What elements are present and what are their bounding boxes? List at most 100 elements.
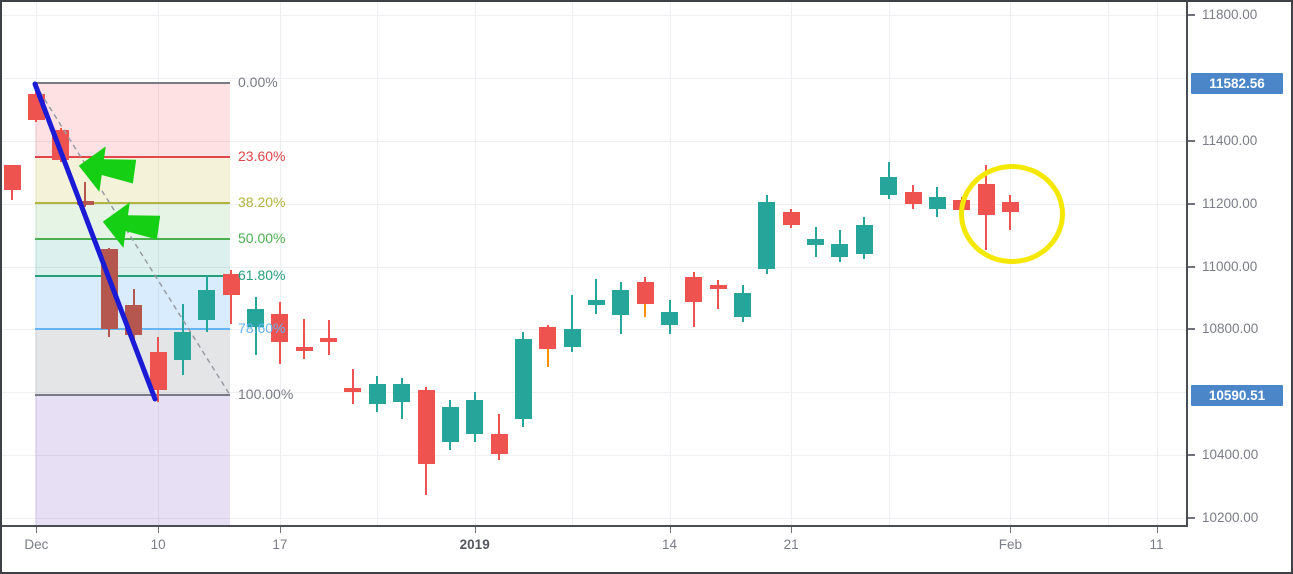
price-axis-tick	[1188, 517, 1195, 519]
candle-body	[880, 176, 898, 196]
candle-body	[685, 276, 703, 303]
price-axis-label: 11400.00	[1202, 132, 1258, 148]
time-axis-tick	[158, 527, 160, 533]
candle-body	[247, 308, 264, 328]
candle-body	[661, 312, 678, 325]
time-axis-tick	[1010, 527, 1012, 533]
time-axis-label: 2019	[459, 537, 490, 552]
gridline-h	[2, 15, 1186, 16]
candle-body	[587, 300, 605, 306]
price-axis-tick	[1188, 139, 1195, 142]
time-axis-tick	[791, 527, 793, 533]
chart-plot-area[interactable]: 0.00% 23.60% 38.20% 50.00% 61.80% 78.60% 100.0…	[2, 2, 1188, 527]
fib-level-label: 38.20%	[238, 193, 286, 210]
time-axis-tick	[1156, 527, 1158, 533]
gridline-v	[572, 2, 574, 525]
candle-body	[734, 292, 751, 318]
candle-body	[344, 388, 362, 392]
fib-extension-band[interactable]	[35, 395, 230, 525]
candle-body	[709, 285, 727, 290]
candle-wick	[546, 349, 549, 368]
time-axis[interactable]: Dec 10 17 2019 14 21 Feb 11	[2, 527, 1188, 572]
candle-body	[320, 338, 338, 342]
candle-wick	[595, 279, 598, 314]
fib-retracement-band[interactable]	[35, 156, 230, 203]
candle-body	[3, 165, 21, 191]
gridline-h	[2, 77, 1186, 79]
highlight-circle[interactable]	[959, 164, 1065, 264]
candle-wick	[546, 325, 549, 328]
candle-body	[271, 314, 289, 342]
price-axis-tick	[1188, 454, 1195, 457]
fib-level-label: 100.00%	[238, 386, 294, 403]
fib-level-label: 78.60%	[238, 319, 286, 336]
candle-body	[563, 329, 581, 347]
candle-wick	[230, 270, 233, 325]
time-axis-label: 11	[1149, 537, 1164, 552]
candle-wick	[644, 303, 647, 318]
price-axis-label: 10400.00	[1202, 447, 1259, 463]
price-axis-label: 10800.00	[1202, 321, 1259, 337]
candle-wick	[717, 280, 720, 310]
gridline-v	[1107, 2, 1109, 525]
candle-wick	[351, 369, 354, 405]
time-axis-label: 10	[150, 537, 166, 552]
candle-body	[52, 130, 70, 160]
price-level-badge: 10590.51	[1191, 384, 1283, 406]
fib-level-line[interactable]	[35, 394, 230, 397]
gridline-h	[2, 392, 1186, 394]
price-axis-label: 11000.00	[1202, 258, 1258, 274]
price-axis-tick	[1188, 265, 1195, 268]
time-axis-label: 21	[783, 537, 799, 552]
candle-wick	[644, 276, 647, 282]
candle-body	[539, 327, 557, 350]
fib-level-label: 50.00%	[238, 230, 286, 247]
time-axis-label: 17	[272, 537, 288, 552]
price-axis-label: 11800.00	[1202, 7, 1258, 22]
candle-body	[466, 400, 484, 435]
gridline-v	[279, 2, 281, 525]
fib-retracement-band[interactable]	[35, 239, 230, 277]
price-axis-label: 11200.00	[1202, 195, 1258, 211]
fib-retracement-band[interactable]	[35, 202, 230, 240]
candle-body	[149, 352, 167, 390]
candle-body	[100, 248, 118, 330]
fib-level-line[interactable]	[35, 201, 230, 204]
candle-body	[368, 384, 386, 405]
candle-body	[807, 239, 825, 246]
time-axis-tick	[474, 527, 476, 533]
fib-level-line[interactable]	[35, 82, 230, 85]
candle-body	[441, 407, 459, 442]
gridline-v	[1156, 2, 1158, 525]
candle-body	[27, 93, 45, 120]
price-axis-tick	[1188, 14, 1195, 16]
price-axis[interactable]: 11800.00 11400.00 11200.00 11000.00 10800.00…	[1188, 2, 1291, 572]
gridline-h	[2, 455, 1186, 457]
time-axis-label: Feb	[998, 537, 1023, 552]
candle-body	[76, 201, 94, 206]
candle-body	[758, 202, 776, 270]
time-axis-label: 14	[661, 537, 678, 552]
candle-body	[125, 305, 143, 336]
candle-body	[295, 347, 313, 352]
candle-wick	[571, 295, 574, 352]
candle-body	[855, 225, 873, 254]
gridline-v	[791, 2, 793, 525]
candle-body	[198, 290, 216, 320]
fib-level-label: 61.80%	[238, 267, 286, 284]
candle-body	[174, 331, 191, 360]
price-axis-tick	[1188, 328, 1195, 331]
fib-level-line[interactable]	[35, 238, 230, 241]
gridline-h	[2, 329, 1186, 331]
fib-level-label: 0.00%	[238, 74, 278, 91]
time-axis-label: Dec	[24, 537, 49, 552]
fib-level-label: 23.60%	[238, 148, 286, 164]
fib-level-line[interactable]	[35, 275, 230, 278]
time-axis-tick	[36, 527, 38, 533]
candle-body	[393, 384, 411, 402]
candle-body	[904, 192, 922, 204]
gridline-v	[377, 2, 379, 525]
time-axis-tick	[669, 527, 671, 533]
candle-wick	[327, 319, 330, 356]
